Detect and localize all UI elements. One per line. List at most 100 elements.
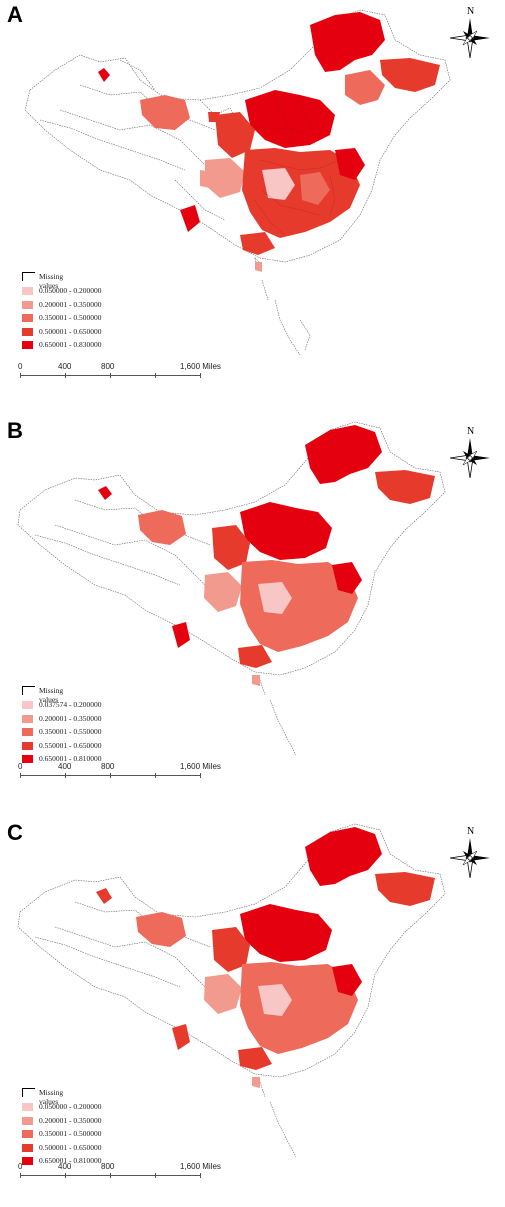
region [238,645,272,668]
legend-swatch [22,1130,33,1139]
legend-class-label: 0.650001 - 0.810000 [39,1156,102,1166]
scale-bar: 0 400 800 1,600 Miles [16,362,221,382]
country-outline [24,9,451,263]
scale-tick-label: 400 [58,362,72,371]
region [258,984,292,1016]
choropleth-map [17,421,446,756]
scale-tick-label: 800 [101,1162,115,1171]
country-outline [17,823,446,1078]
choropleth-map [24,9,451,356]
legend-class-label: 0.350001 - 0.550000 [39,727,102,737]
legend-class-label: 0.200001 - 0.350000 [39,1115,102,1125]
region [375,470,435,504]
region [240,904,332,962]
legend-missing-label: Missing values [39,272,64,290]
choropleth-regions [98,12,440,272]
region [305,827,382,886]
scale-tick-label: 400 [58,1162,72,1171]
country-outline [17,421,446,676]
legend-class-label: 0.500001 - 0.650000 [39,326,102,336]
scale-tick-label: 0 [18,762,23,771]
region [262,168,295,200]
scale-tick-label: 400 [58,762,72,771]
region [240,232,275,255]
legend-swatch [22,1143,33,1152]
region [98,68,110,82]
north-arrow-icon: N [449,426,491,479]
legend-swatch [22,300,33,309]
legend-class-label: 0.200001 - 0.350000 [39,713,102,723]
missing-values-swatch [22,686,35,695]
region [345,70,385,105]
panel-label: B [7,418,23,443]
scale-tick-label: 1,600 Miles [180,362,221,371]
region [212,525,250,570]
region [180,205,200,232]
region [255,262,262,272]
legend-swatch [22,728,33,737]
legend-swatch [22,714,33,723]
panel-label: A [7,2,23,27]
region [332,964,362,996]
region [238,1047,272,1070]
scale-tick-label: 1,600 Miles [180,1162,221,1171]
north-label: N [467,426,474,437]
legend-class-label: 0.500001 - 0.650000 [39,1142,102,1152]
legend-swatch [22,1103,33,1111]
region [252,675,260,686]
region [310,12,385,72]
scale-tick-label: 1,600 Miles [180,762,221,771]
north-arrow-icon: N [449,826,491,879]
region [335,148,365,180]
map-panel-c: C Missing values [0,800,505,1200]
north-label: N [467,6,474,17]
missing-values-swatch [22,1088,35,1097]
scale-tick-label: 0 [18,362,23,371]
region-borders [249,99,341,236]
region [138,510,186,545]
north-label: N [467,826,474,837]
legend-class-label: 0.037574 - 0.200000 [39,700,102,709]
legend-swatch [22,741,33,750]
region [205,158,245,198]
legend-swatch [22,314,33,323]
legend-class-label: 0.350001 - 0.500000 [39,313,102,323]
choropleth-regions [98,425,435,686]
scale-bar: 0 400 800 1,600 Miles [16,762,221,782]
map-panel-a: A [0,0,505,400]
region [204,974,242,1014]
missing-values-swatch [22,272,35,281]
region [380,58,440,92]
region [96,888,112,904]
scale-bar: 0 400 800 1,600 Miles [16,1162,221,1182]
scale-tick-label: 800 [101,362,115,371]
region [245,90,335,148]
region [212,927,250,972]
north-arrow-icon: N [449,6,491,59]
choropleth-map [17,823,446,1158]
legend-class-label: 0.650001 - 0.810000 [39,754,102,764]
region [172,1024,190,1050]
legend-swatch [22,327,33,336]
region [240,502,332,560]
legend-swatch [22,1116,33,1125]
scale-tick-label: 0 [18,1162,23,1171]
legend-class-label: 0.050000 - 0.200000 [39,286,102,295]
region [140,95,190,130]
legend-swatch [22,755,33,764]
region [252,1077,260,1088]
region [208,112,220,122]
region [136,912,186,947]
region [332,562,362,594]
legend-swatch [22,701,33,709]
region [305,425,382,484]
scale-tick-label: 800 [101,762,115,771]
region [240,962,358,1054]
legend-class-label: 0.550001 - 0.650000 [39,740,102,750]
legend-swatch [22,1157,33,1166]
legend-class-label: 0.650001 - 0.830000 [39,340,102,350]
region [215,112,255,158]
legend-class-label: 0.050000 - 0.200000 [39,1102,102,1111]
map-panel-b: B Missing values [0,400,505,800]
choropleth-regions [96,827,435,1088]
